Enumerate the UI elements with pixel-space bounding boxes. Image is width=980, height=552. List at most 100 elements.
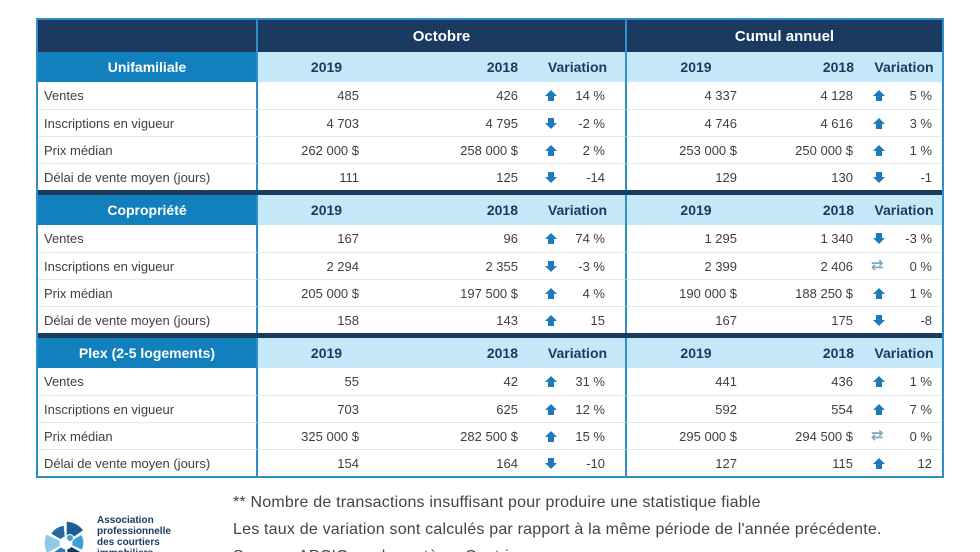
section-header-unifamiliale: Unifamiliale 2019 2018 Variation 2019 20… — [38, 52, 942, 82]
table-row: Ventes 55 42 31 % 441 436 1 % — [38, 368, 942, 395]
col-header-oct-2019: 2019 — [258, 52, 395, 82]
footnote-insufficient-transactions: ** Nombre de transactions insuffisant po… — [233, 494, 761, 511]
cell-oct-variation: 15 — [530, 306, 625, 333]
cell-cum-2018: 175 — [765, 306, 866, 333]
cell-oct-2018: 125 — [395, 163, 530, 190]
cell-cum-2018: 4 616 — [765, 109, 866, 136]
table-row: Inscriptions en vigueur 703 625 12 % 592… — [38, 395, 942, 422]
cell-cum-variation: 5 % — [866, 82, 942, 109]
row-label: Délai de vente moyen (jours) — [38, 449, 258, 476]
cell-oct-2018: 426 — [496, 88, 518, 103]
cell-oct-variation: 12 % — [530, 395, 625, 422]
variation-value: -14 — [586, 169, 605, 185]
logo-line: professionnelle — [97, 526, 171, 537]
variation-arrow-icon — [873, 287, 885, 300]
section-title: Copropriété — [38, 195, 258, 225]
cell-oct-2018: 197 500 $ — [395, 279, 530, 306]
cell-oct-2018: 4 795 — [395, 109, 530, 136]
cell-cum-variation: 3 % — [866, 109, 942, 136]
variation-arrow-icon — [545, 171, 557, 184]
group-header-row: Octobre Cumul annuel — [38, 20, 942, 52]
row-label: Prix médian — [38, 422, 258, 449]
cell-oct-2019: 4 703 — [258, 109, 395, 136]
cell-cum-variation: 0 % — [866, 252, 942, 279]
col-header-cum-2019: 2019 — [625, 52, 765, 82]
variation-value: 4 % — [582, 285, 605, 301]
col-header-cum-2019: 2019 — [625, 195, 765, 225]
footnote-variation-method: Les taux de variation sont calculés par … — [233, 521, 882, 538]
cell-cum-variation: -3 % — [866, 225, 942, 252]
variation-arrow-icon — [545, 457, 557, 470]
col-header-cum-variation: Variation — [866, 195, 942, 225]
cell-oct-variation: 15 % — [530, 422, 625, 449]
table-row: Délai de vente moyen (jours) 154 164 -10… — [38, 449, 942, 476]
cell-oct-2019: 205 000 $ — [258, 279, 395, 306]
variation-value: 0 % — [909, 258, 932, 274]
variation-value: 12 — [917, 455, 932, 471]
section-separator — [38, 333, 942, 338]
variation-value: 0 % — [909, 428, 932, 444]
row-label: Délai de vente moyen (jours) — [38, 306, 258, 333]
row-label: Prix médian — [38, 136, 258, 163]
cell-oct-2018: 164 — [395, 449, 530, 476]
cell-cum-2019: 592 — [625, 395, 765, 422]
variation-stable-icon — [871, 258, 885, 273]
cell-oct-2019: 55 — [344, 374, 359, 389]
variation-value: 74 % — [575, 231, 605, 246]
logo-wordmark: Association professionnelle des courtier… — [97, 515, 171, 552]
table-row: Ventes 167 96 74 % 1 295 1 340 -3 % — [38, 225, 942, 252]
cell-oct-2019: 111 — [258, 163, 395, 190]
col-header-oct-variation: Variation — [530, 52, 625, 82]
variation-arrow-icon — [873, 403, 885, 416]
variation-arrow-icon — [873, 314, 885, 327]
variation-value: -8 — [920, 312, 932, 328]
variation-arrow-icon — [873, 457, 885, 470]
cell-cum-variation: 1 % — [866, 368, 942, 395]
cell-cum-variation: 12 — [866, 449, 942, 476]
cell-oct-2018: 2 355 — [395, 252, 530, 279]
variation-arrow-icon — [545, 403, 557, 416]
variation-value: 12 % — [575, 401, 605, 417]
cell-cum-2019: 4 337 — [625, 82, 765, 109]
table-row: Prix médian 325 000 $ 282 500 $ 15 % 295… — [38, 422, 942, 449]
variation-value: 3 % — [909, 115, 932, 131]
section-header-copropriete: Copropriété 2019 2018 Variation 2019 201… — [38, 195, 942, 225]
variation-arrow-icon — [873, 117, 885, 130]
row-label: Inscriptions en vigueur — [38, 252, 258, 279]
cell-oct-2018: 42 — [503, 374, 518, 389]
variation-value: 1 % — [909, 142, 932, 158]
footnotes: ** Nombre de transactions insuffisant po… — [233, 489, 963, 552]
pinwheel-logo-icon — [43, 520, 85, 552]
col-header-oct-variation: Variation — [530, 338, 625, 368]
variation-value: -3 % — [578, 258, 605, 274]
cell-cum-2019: 4 746 — [625, 109, 765, 136]
variation-value: -10 — [586, 455, 605, 471]
cell-cum-2019: 295 000 $ — [625, 422, 765, 449]
variation-arrow-icon — [873, 232, 885, 245]
variation-arrow-icon — [545, 287, 557, 300]
cell-cum-2019: 2 399 — [625, 252, 765, 279]
apciq-logo-icon — [43, 520, 89, 552]
variation-value: 31 % — [575, 374, 605, 389]
col-header-oct-2018: 2018 — [395, 338, 530, 368]
row-label: Ventes — [38, 82, 258, 109]
variation-arrow-icon — [873, 89, 885, 102]
row-label: Inscriptions en vigueur — [38, 395, 258, 422]
cell-oct-2019: 262 000 $ — [258, 136, 395, 163]
variation-value: 15 — [590, 312, 605, 328]
variation-arrow-icon — [873, 144, 885, 157]
table-row: Ventes 485 426 14 % 4 337 4 128 5 % — [38, 82, 942, 109]
col-header-cum-2018: 2018 — [765, 338, 866, 368]
variation-arrow-icon — [545, 232, 557, 245]
cell-oct-2019: 2 294 — [258, 252, 395, 279]
cell-cum-2019: 127 — [625, 449, 765, 476]
variation-arrow-icon — [873, 171, 885, 184]
row-label: Inscriptions en vigueur — [38, 109, 258, 136]
variation-arrow-icon — [545, 144, 557, 157]
cell-cum-variation: 1 % — [866, 136, 942, 163]
cell-cum-2019: 1 295 — [625, 225, 765, 252]
cell-cum-2019: 441 — [625, 368, 765, 395]
variation-value: 1 % — [909, 374, 932, 389]
cell-cum-2019: 253 000 $ — [625, 136, 765, 163]
cell-oct-2018: 282 500 $ — [395, 422, 530, 449]
